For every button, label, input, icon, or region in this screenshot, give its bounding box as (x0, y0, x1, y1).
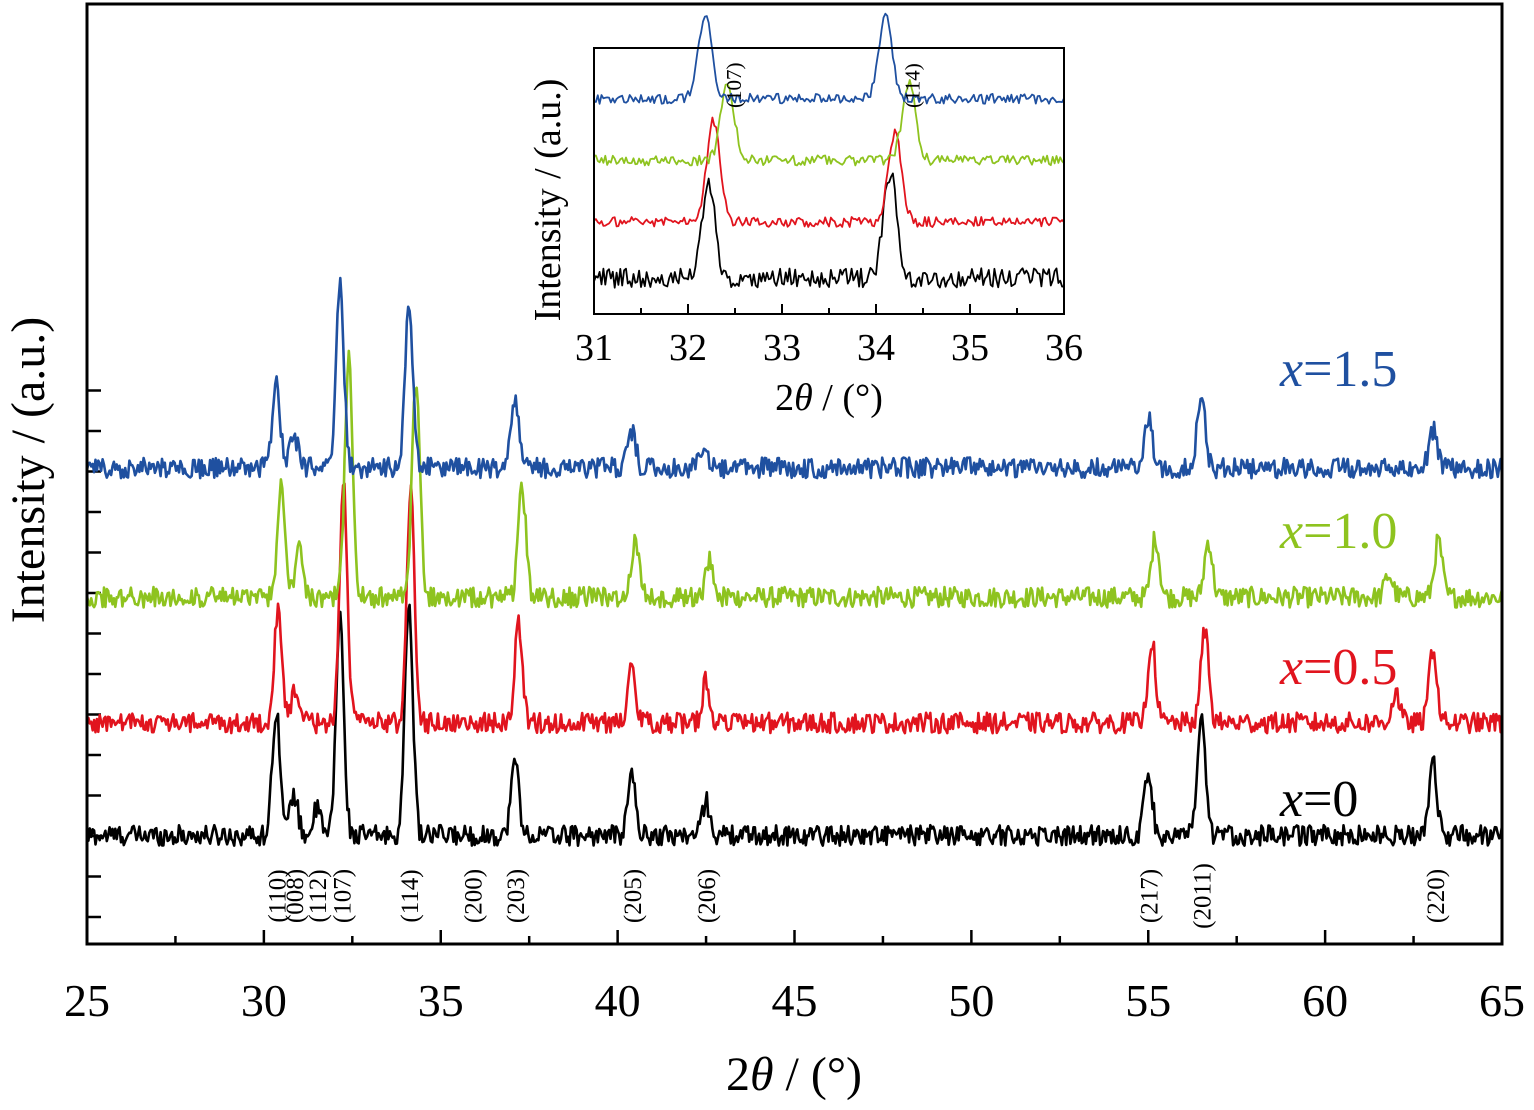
main-x-tick-label: 60 (1302, 975, 1348, 1026)
main-x-tick-label: 30 (241, 975, 287, 1026)
peak-label: (217) (1136, 869, 1163, 923)
main-plot-frame (85, 2, 1504, 946)
main-x-ticks (85, 930, 1504, 944)
inset-x-tick-label: 31 (575, 327, 613, 369)
peak-label: (206) (694, 869, 721, 923)
main-x-axis-title: 2θ / (°) (726, 1048, 862, 1101)
peak-label: (112) (305, 869, 332, 922)
inset-x-tick-label: 32 (669, 327, 707, 369)
inset-series-line-0 (593, 172, 1065, 289)
inset-x-tick-labels: 31 32 33 34 35 36 (575, 327, 1083, 369)
main-x-tick-label: 35 (418, 975, 464, 1026)
inset-peak-labels: (107) (114) (722, 63, 925, 109)
main-series-group (85, 276, 1504, 848)
main-x-tick-label: 65 (1479, 975, 1525, 1026)
main-peak-labels: (110)(008)(112)(107) (114) (200) (203) (205)… (264, 863, 1450, 929)
main-x-tick-label: 55 (1125, 975, 1171, 1026)
series-label-x15: x=1.5 (1279, 341, 1397, 398)
main-x-tick-labels: 25 30 35 40 45 50 55 60 65 (64, 975, 1525, 1026)
main-x-tick-label: 40 (595, 975, 641, 1026)
peak-label: (205) (620, 869, 647, 923)
inset-plot: (107) (114) 31 32 33 34 35 36 2θ / (°) Intensi… (527, 12, 1083, 419)
series-line-1 (86, 482, 1504, 735)
main-x-tick-label: 45 (772, 975, 818, 1026)
inset-peak-label: (107) (722, 63, 746, 109)
peak-label: (114) (397, 869, 424, 922)
inset-x-tick-label: 33 (763, 327, 801, 369)
series-label-x0: x=0 (1279, 771, 1358, 828)
series-line-3 (85, 276, 1504, 480)
peak-label: (220) (1423, 869, 1450, 923)
inset-x-tick-label: 34 (857, 327, 895, 369)
series-label-x10: x=1.0 (1279, 503, 1397, 560)
inset-x-axis-title: 2θ / (°) (775, 377, 883, 419)
series-label-x05: x=0.5 (1279, 639, 1397, 696)
series-labels: x=0 x=0.5 x=1.0 x=1.5 (1279, 341, 1397, 828)
main-x-tick-label: 25 (64, 975, 110, 1026)
peak-label: (008) (282, 869, 309, 923)
inset-series-line-3 (593, 12, 1065, 105)
inset-series-group (593, 12, 1065, 289)
inset-series-line-2 (593, 79, 1065, 167)
peak-label: (110) (264, 869, 291, 922)
series-line-0 (85, 603, 1504, 848)
main-y-axis-title: Intensity / (a.u.) (2, 317, 55, 624)
main-x-tick-label: 50 (948, 975, 994, 1026)
peak-label: (203) (503, 869, 530, 923)
inset-peak-label: (114) (901, 63, 925, 108)
inset-x-tick-label: 35 (951, 327, 989, 369)
peak-label: (2011) (1189, 863, 1216, 929)
peak-label: (107) (330, 869, 357, 923)
inset-background (594, 48, 1064, 314)
inset-frame (593, 47, 1065, 315)
inset-series-line-1 (593, 116, 1065, 228)
inset-y-axis-title: Intensity / (a.u.) (527, 79, 569, 322)
series-line-2 (85, 349, 1504, 609)
inset-x-tick-label: 36 (1045, 327, 1083, 369)
peak-label: (200) (461, 869, 488, 923)
